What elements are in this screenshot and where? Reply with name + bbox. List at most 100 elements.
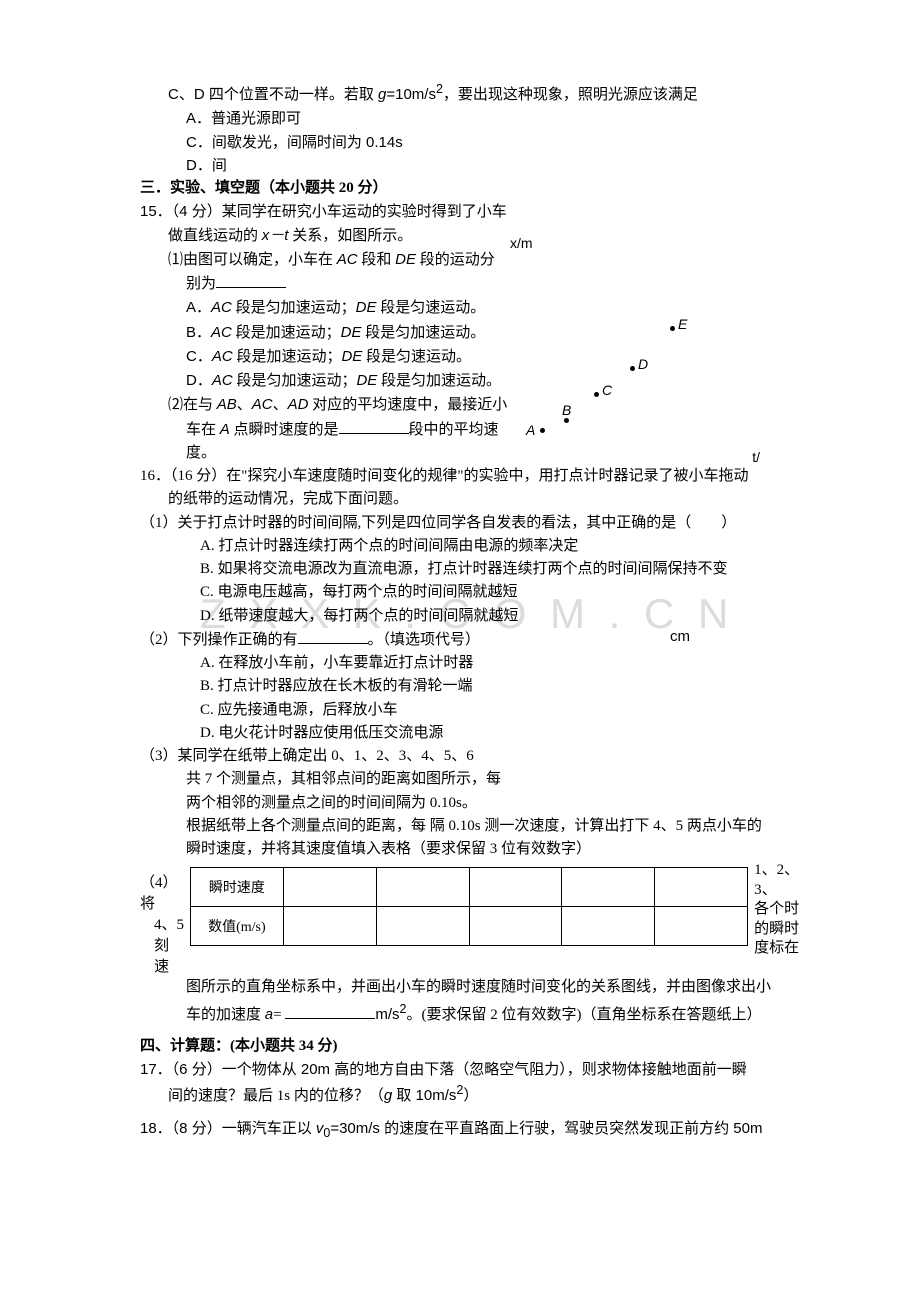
cell[interactable]	[655, 868, 748, 907]
blank[interactable]	[298, 628, 368, 644]
text: ，要出现这种现象，照明光源应该满足	[443, 87, 698, 103]
cell[interactable]	[376, 868, 469, 907]
q16-p1B: B. 如果将交流电源改为直流电源，打点计时器连续打两个点的时间间隔保持不变	[140, 558, 810, 581]
text: AC	[211, 299, 232, 316]
p4-r2: 的瞬时	[754, 920, 810, 940]
text: 段是匀加速运动。	[377, 373, 501, 389]
p4-mid0: 4、5	[140, 913, 190, 934]
text: 关系，如图所示。	[288, 228, 412, 244]
text: 、	[273, 397, 288, 413]
cell[interactable]	[562, 907, 655, 946]
velocity-table: 瞬时速度 数值(m/s)	[190, 867, 748, 946]
q17-l2: 间的速度？最后 1s 内的位移？（g 取 10m/s2）	[140, 1081, 810, 1108]
q16-table-row: （4）将 4、5 刻 速 瞬时速度 数值(m/s)	[140, 861, 810, 976]
text: 。(要求保留 2 位有效数字)（直角坐标系在答题纸上）	[406, 1007, 761, 1023]
text: 段中的平均速	[409, 422, 499, 438]
cell[interactable]	[376, 907, 469, 946]
chart-point-label: E	[678, 316, 687, 332]
q16-p4f: 图所示的直角坐标系中，并画出小车的瞬时速度随时间变化的关系图线，并由图像求出小	[140, 976, 810, 999]
q16-p1A: A. 打点计时器连续打两个点的时间间隔由电源的频率决定	[140, 535, 810, 558]
q16-p3e: 瞬时速度，并将其速度值填入表格（要求保留 3 位有效数字）	[140, 838, 810, 861]
q16-p3c: 两个相邻的测量点之间的时间间隔为 0.10s。	[140, 792, 810, 815]
text: AC	[212, 348, 233, 365]
text: 段是匀速运动。	[376, 300, 485, 316]
text: 段是匀速运动。	[362, 349, 471, 365]
text: （2）下列操作正确的有	[140, 632, 298, 648]
text: 段是加速运动；	[232, 325, 341, 341]
text: DE	[356, 299, 377, 316]
cell[interactable]	[562, 868, 655, 907]
q16-l2: 的纸带的运动情况，完成下面问题。	[140, 488, 810, 511]
text: ⑴由图可以确定，小车在	[168, 252, 337, 268]
text: AB	[217, 396, 237, 413]
text: 间的速度？最后 1s 内的位移？（	[168, 1088, 384, 1104]
cell[interactable]	[655, 907, 748, 946]
q16-p2C: C. 应先接通电源，后释放小车	[140, 699, 810, 722]
text: AC	[252, 396, 273, 413]
text: DE	[341, 348, 362, 365]
text: 、	[237, 397, 252, 413]
q14-optC: C．间歇发光，间隔时间为 0.14s	[140, 131, 810, 154]
chart-point	[630, 366, 635, 371]
text: 段和	[358, 252, 396, 268]
chart-point-label: D	[638, 356, 648, 372]
text: AC	[212, 372, 233, 389]
text: 段的运动分	[416, 252, 495, 268]
text: DE	[395, 251, 416, 268]
q17-num: 17．（6 分）一个物体从 20m 高的地方自由下落（忽略空气阻力），则求物体接…	[140, 1058, 810, 1081]
text: AC	[337, 251, 358, 268]
chart-point-label: A	[526, 422, 535, 438]
text: 别为	[186, 276, 216, 292]
text: 做直线运动的	[168, 228, 262, 244]
xt-chart: x/m t/ ABCDE	[500, 240, 750, 470]
blank[interactable]	[216, 272, 286, 288]
ylabel: x/m	[510, 235, 533, 251]
q16-p3d: 根据纸带上各个测量点间的距离，每 隔 0.10s 测一次速度，计算出打下 4、5…	[140, 815, 810, 838]
text: C．	[186, 348, 212, 365]
p4-left: （4）将	[140, 871, 190, 913]
q16-p2A: A. 在释放小车前，小车要靠近打点计时器	[140, 652, 810, 675]
cell[interactable]	[469, 907, 562, 946]
text: ⑵在与	[168, 397, 217, 413]
text: B．	[186, 324, 211, 341]
text: 18．（8 分）一辆汽车正以	[140, 1120, 316, 1137]
text: m/s	[375, 1006, 399, 1023]
text: 。（填选项代号）	[368, 632, 481, 648]
text: 段是匀加速运动；	[232, 300, 356, 316]
q16-p3b: 共 7 个测量点，其相邻点间的距离如图所示，每	[140, 768, 810, 791]
text: A	[220, 421, 230, 438]
text: AC	[211, 324, 232, 341]
text: 段是匀加速运动；	[233, 373, 357, 389]
chart-point-label: B	[562, 402, 571, 418]
q16-p2: （2）下列操作正确的有 。（填选项代号）	[140, 628, 810, 652]
table-row: 瞬时速度	[190, 868, 747, 907]
text: =30m/s 的速度在平直路面上行驶，驾驶员突然发现正前方约 50m	[330, 1120, 762, 1137]
chart-point	[540, 428, 545, 433]
blank[interactable]	[339, 418, 409, 434]
q14-optD: D．间	[140, 154, 810, 177]
q16-p2B: B. 打点计时器应放在长木板的有滑轮一端	[140, 675, 810, 698]
text: =10m/s	[386, 86, 436, 103]
text: 车在	[186, 422, 220, 438]
p4-mid2: 速	[140, 955, 190, 976]
section3-title: 三．实验、填空题（本小题共 20 分）	[140, 177, 810, 200]
section4-title: 四、计算题：(本小题共 34 分)	[140, 1035, 810, 1058]
p4-mid1: 刻	[140, 934, 190, 955]
text: 段是加速运动；	[233, 349, 342, 365]
cell[interactable]	[469, 868, 562, 907]
text: C、D 四个位置不动一样。若取	[168, 86, 378, 103]
cell-header: 瞬时速度	[190, 868, 283, 907]
text: ）	[463, 1088, 478, 1104]
text: 2	[436, 82, 443, 96]
blank[interactable]	[285, 1003, 375, 1019]
cm-label: cm	[670, 628, 690, 645]
chart-point	[564, 418, 569, 423]
cell[interactable]	[283, 868, 376, 907]
chart-point-label: C	[602, 382, 612, 398]
q16-p3a: （3）某同学在纸带上确定出 0、1、2、3、4、5、6	[140, 745, 810, 768]
q15-num: 15．（4 分）某同学在研究小车运动的实验时得到了小车	[140, 200, 810, 223]
q16-p1: （1）关于打点计时器的时间间隔,下列是四位同学各自发表的看法，其中正确的是（ ）	[140, 512, 810, 535]
cell[interactable]	[283, 907, 376, 946]
text: D．	[186, 372, 212, 389]
text: 对应的平均速度中，最接近小	[309, 397, 508, 413]
